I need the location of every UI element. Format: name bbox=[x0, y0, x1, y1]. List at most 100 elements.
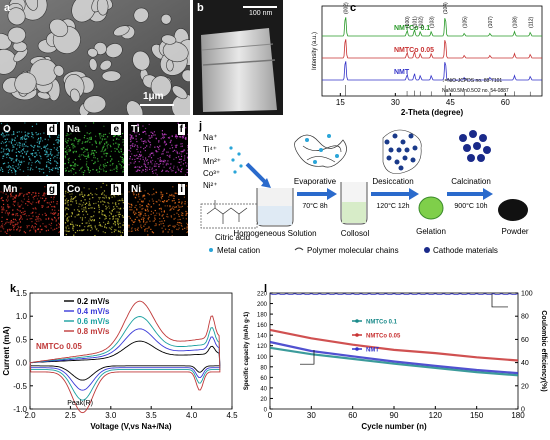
x-tick-label: 90 bbox=[390, 411, 399, 420]
eds-map-mn: Mn g bbox=[0, 182, 60, 236]
y-tick-label: 180 bbox=[257, 313, 268, 319]
y2-tick-label: 20 bbox=[521, 383, 529, 390]
beaker-icon bbox=[257, 188, 293, 226]
evaporative-label: Evaporative bbox=[294, 177, 337, 186]
scale-bar-label: 1μm bbox=[143, 91, 164, 102]
y-tick-label: 80 bbox=[260, 365, 267, 371]
legend-label: NMT bbox=[366, 348, 379, 354]
panel-label: f bbox=[178, 124, 185, 135]
y-tick-label: 100 bbox=[257, 355, 268, 361]
flow-arrow bbox=[247, 164, 267, 184]
collosol-beaker-icon bbox=[341, 182, 367, 224]
calcination-conditions: 900°C 10h bbox=[454, 202, 487, 210]
eds-map-na: Na e bbox=[64, 122, 124, 176]
ion-label: Ti⁴⁺ bbox=[203, 145, 217, 154]
y2-tick-label: 40 bbox=[521, 360, 529, 367]
panel-label: h bbox=[111, 184, 121, 195]
x-tick-label: 45 bbox=[446, 98, 455, 107]
y-tick-label: -0.5 bbox=[13, 382, 27, 391]
x-tick-label: 30 bbox=[307, 411, 316, 420]
legend-label: 0.6 mV/s bbox=[77, 317, 110, 326]
y-tick-label: 0.0 bbox=[16, 359, 28, 368]
panel-label: b bbox=[197, 2, 204, 14]
y-tick-label: 160 bbox=[257, 323, 268, 329]
legend-cathode: Cathode materials bbox=[433, 246, 498, 255]
x-axis-label: Cycle number (n) bbox=[361, 422, 427, 431]
y-tick-label: -1.0 bbox=[13, 405, 27, 414]
x-axis-label: 2-Theta (degree) bbox=[401, 108, 464, 117]
calcination-label: Calcination bbox=[451, 177, 491, 186]
dense-network bbox=[385, 134, 418, 171]
element-label: Co bbox=[67, 184, 80, 195]
desiccation-label: Desiccation bbox=[372, 177, 413, 186]
panel-label: l bbox=[264, 283, 267, 295]
peak-label: (102) bbox=[418, 16, 424, 28]
scale-bar bbox=[140, 104, 174, 106]
x-tick-label: 3.0 bbox=[105, 411, 117, 420]
reference-label: ↓=NiO-JCPDS no. 89-7101 bbox=[442, 78, 502, 84]
x-tick-label: 0 bbox=[268, 411, 273, 420]
peak-label: (105) bbox=[462, 16, 468, 28]
x-tick-label: 3.5 bbox=[146, 411, 158, 420]
panel-label: a bbox=[4, 2, 10, 14]
x-axis-label: Voltage (V,vs Na+/Na) bbox=[90, 422, 171, 431]
legend-polymer: Polymer molecular chains bbox=[307, 246, 399, 255]
legend-label: NMTCo 0.05 bbox=[366, 334, 401, 340]
element-label: Mn bbox=[3, 184, 17, 195]
plot-frame bbox=[30, 293, 232, 409]
tem-image-panel: b 100 nm bbox=[193, 0, 283, 115]
y-tick-label: 120 bbox=[257, 344, 268, 350]
cv-curve bbox=[30, 301, 220, 413]
x-tick-label: 4.5 bbox=[226, 411, 238, 420]
legend-marker bbox=[355, 319, 359, 323]
peak-label: (107) bbox=[488, 16, 494, 28]
x-tick-label: 60 bbox=[348, 411, 357, 420]
citric-acid-structure bbox=[201, 200, 257, 228]
legend-label: 0.8 mV/s bbox=[77, 327, 110, 336]
right-axis-arrow bbox=[492, 294, 508, 307]
legend-label: 0.4 mV/s bbox=[77, 307, 110, 316]
element-label: Na bbox=[67, 124, 80, 135]
ion-label: Na⁺ bbox=[203, 133, 217, 142]
legend-label: 0.2 mV/s bbox=[77, 297, 110, 306]
efficiency-line bbox=[270, 294, 518, 295]
panel-label: d bbox=[47, 124, 57, 135]
y2-tick-label: 0 bbox=[521, 407, 525, 414]
panel-label: k bbox=[10, 283, 16, 295]
legend-marker bbox=[355, 347, 359, 351]
y-tick-label: 140 bbox=[257, 334, 268, 340]
y-axis-label: Intensity (a.u.) bbox=[312, 32, 318, 70]
y-tick-label: 1.5 bbox=[16, 289, 28, 298]
eds-map-co: Co h bbox=[64, 182, 124, 236]
element-label: Ni bbox=[131, 184, 141, 195]
reference-label: NaNi0.5Mn0.5O2 no. 54-0887 bbox=[442, 88, 509, 94]
y-tick-label: 60 bbox=[260, 376, 267, 382]
homogeneous-label: Homogeneous Solution bbox=[233, 229, 316, 238]
annotation-label: NMTCo 0.05 bbox=[36, 342, 82, 351]
powder-icon bbox=[498, 199, 528, 221]
sem-image-panel: a 1μm bbox=[0, 0, 190, 115]
element-label: O bbox=[3, 124, 11, 135]
x-tick-label: 150 bbox=[470, 411, 484, 420]
ion-label: Ni²⁺ bbox=[203, 181, 217, 190]
y-axis-label: Current (mA) bbox=[2, 326, 11, 376]
ion-label: Co³⁺ bbox=[203, 169, 220, 178]
x-tick-label: 30 bbox=[391, 98, 400, 107]
peak-label: (002) bbox=[343, 2, 349, 14]
synthesis-schematic: Na⁺ Ti⁴⁺ Mn²⁺ Co³⁺ Ni²⁺ Citric acid Homo… bbox=[195, 122, 550, 257]
panel-label: e bbox=[111, 124, 121, 135]
panel-label: j bbox=[199, 120, 202, 132]
peak-label: (108) bbox=[513, 16, 519, 28]
panel-label: g bbox=[47, 184, 57, 195]
evaporative-conditions: 70°C 8h bbox=[302, 202, 327, 210]
tem-micrograph bbox=[193, 0, 283, 115]
series-label: NMT bbox=[394, 69, 410, 76]
series-line bbox=[322, 61, 542, 80]
